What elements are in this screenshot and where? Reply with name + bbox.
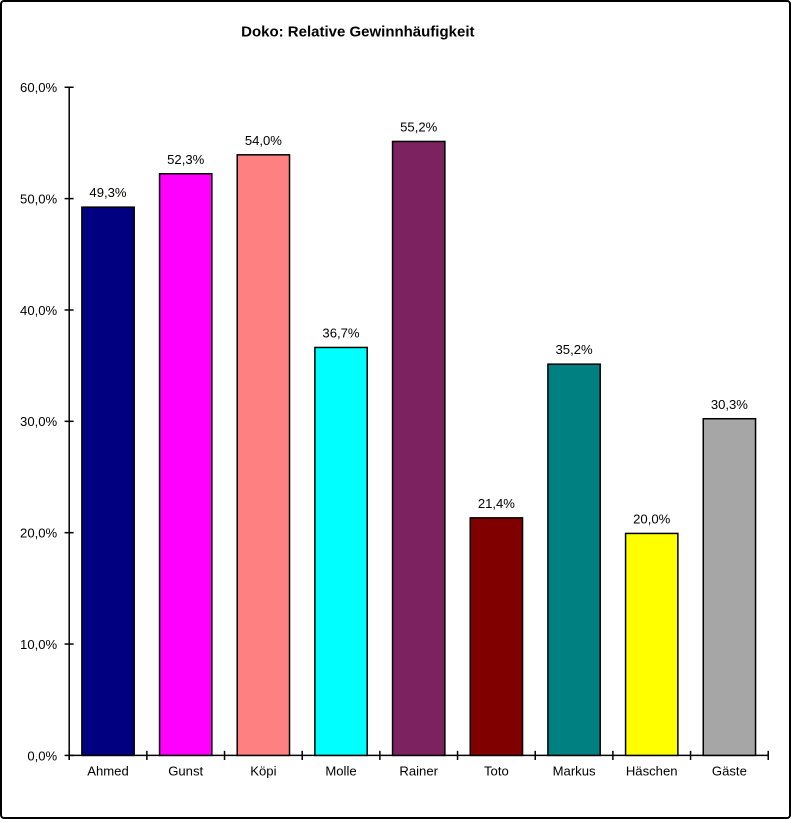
svg-text:50,0%: 50,0%: [20, 192, 57, 207]
svg-text:52,3%: 52,3%: [167, 152, 204, 167]
svg-text:0,0%: 0,0%: [27, 748, 57, 763]
svg-text:Gäste: Gäste: [712, 764, 747, 779]
svg-text:54,0%: 54,0%: [245, 133, 282, 148]
svg-text:40,0%: 40,0%: [20, 303, 57, 318]
svg-text:30,3%: 30,3%: [711, 397, 748, 412]
svg-text:35,2%: 35,2%: [556, 342, 593, 357]
svg-text:30,0%: 30,0%: [20, 414, 57, 429]
svg-text:Ahmed: Ahmed: [87, 764, 129, 779]
svg-text:20,0%: 20,0%: [633, 512, 670, 527]
svg-text:Köpi: Köpi: [250, 764, 276, 779]
svg-text:49,3%: 49,3%: [89, 185, 126, 200]
svg-text:20,0%: 20,0%: [20, 526, 57, 541]
svg-text:Toto: Toto: [484, 764, 509, 779]
svg-text:Gunst: Gunst: [168, 764, 203, 779]
svg-text:Markus: Markus: [553, 764, 596, 779]
svg-text:Häschen: Häschen: [626, 764, 678, 779]
svg-text:Doko: Relative Gewinnhäufigkei: Doko: Relative Gewinnhäufigkeit: [241, 24, 474, 41]
svg-text:55,2%: 55,2%: [400, 120, 437, 135]
svg-text:Molle: Molle: [325, 764, 356, 779]
svg-text:36,7%: 36,7%: [322, 326, 359, 341]
svg-text:10,0%: 10,0%: [20, 637, 57, 652]
svg-text:Rainer: Rainer: [399, 764, 438, 779]
svg-text:21,4%: 21,4%: [478, 496, 515, 511]
svg-text:60,0%: 60,0%: [20, 80, 57, 95]
